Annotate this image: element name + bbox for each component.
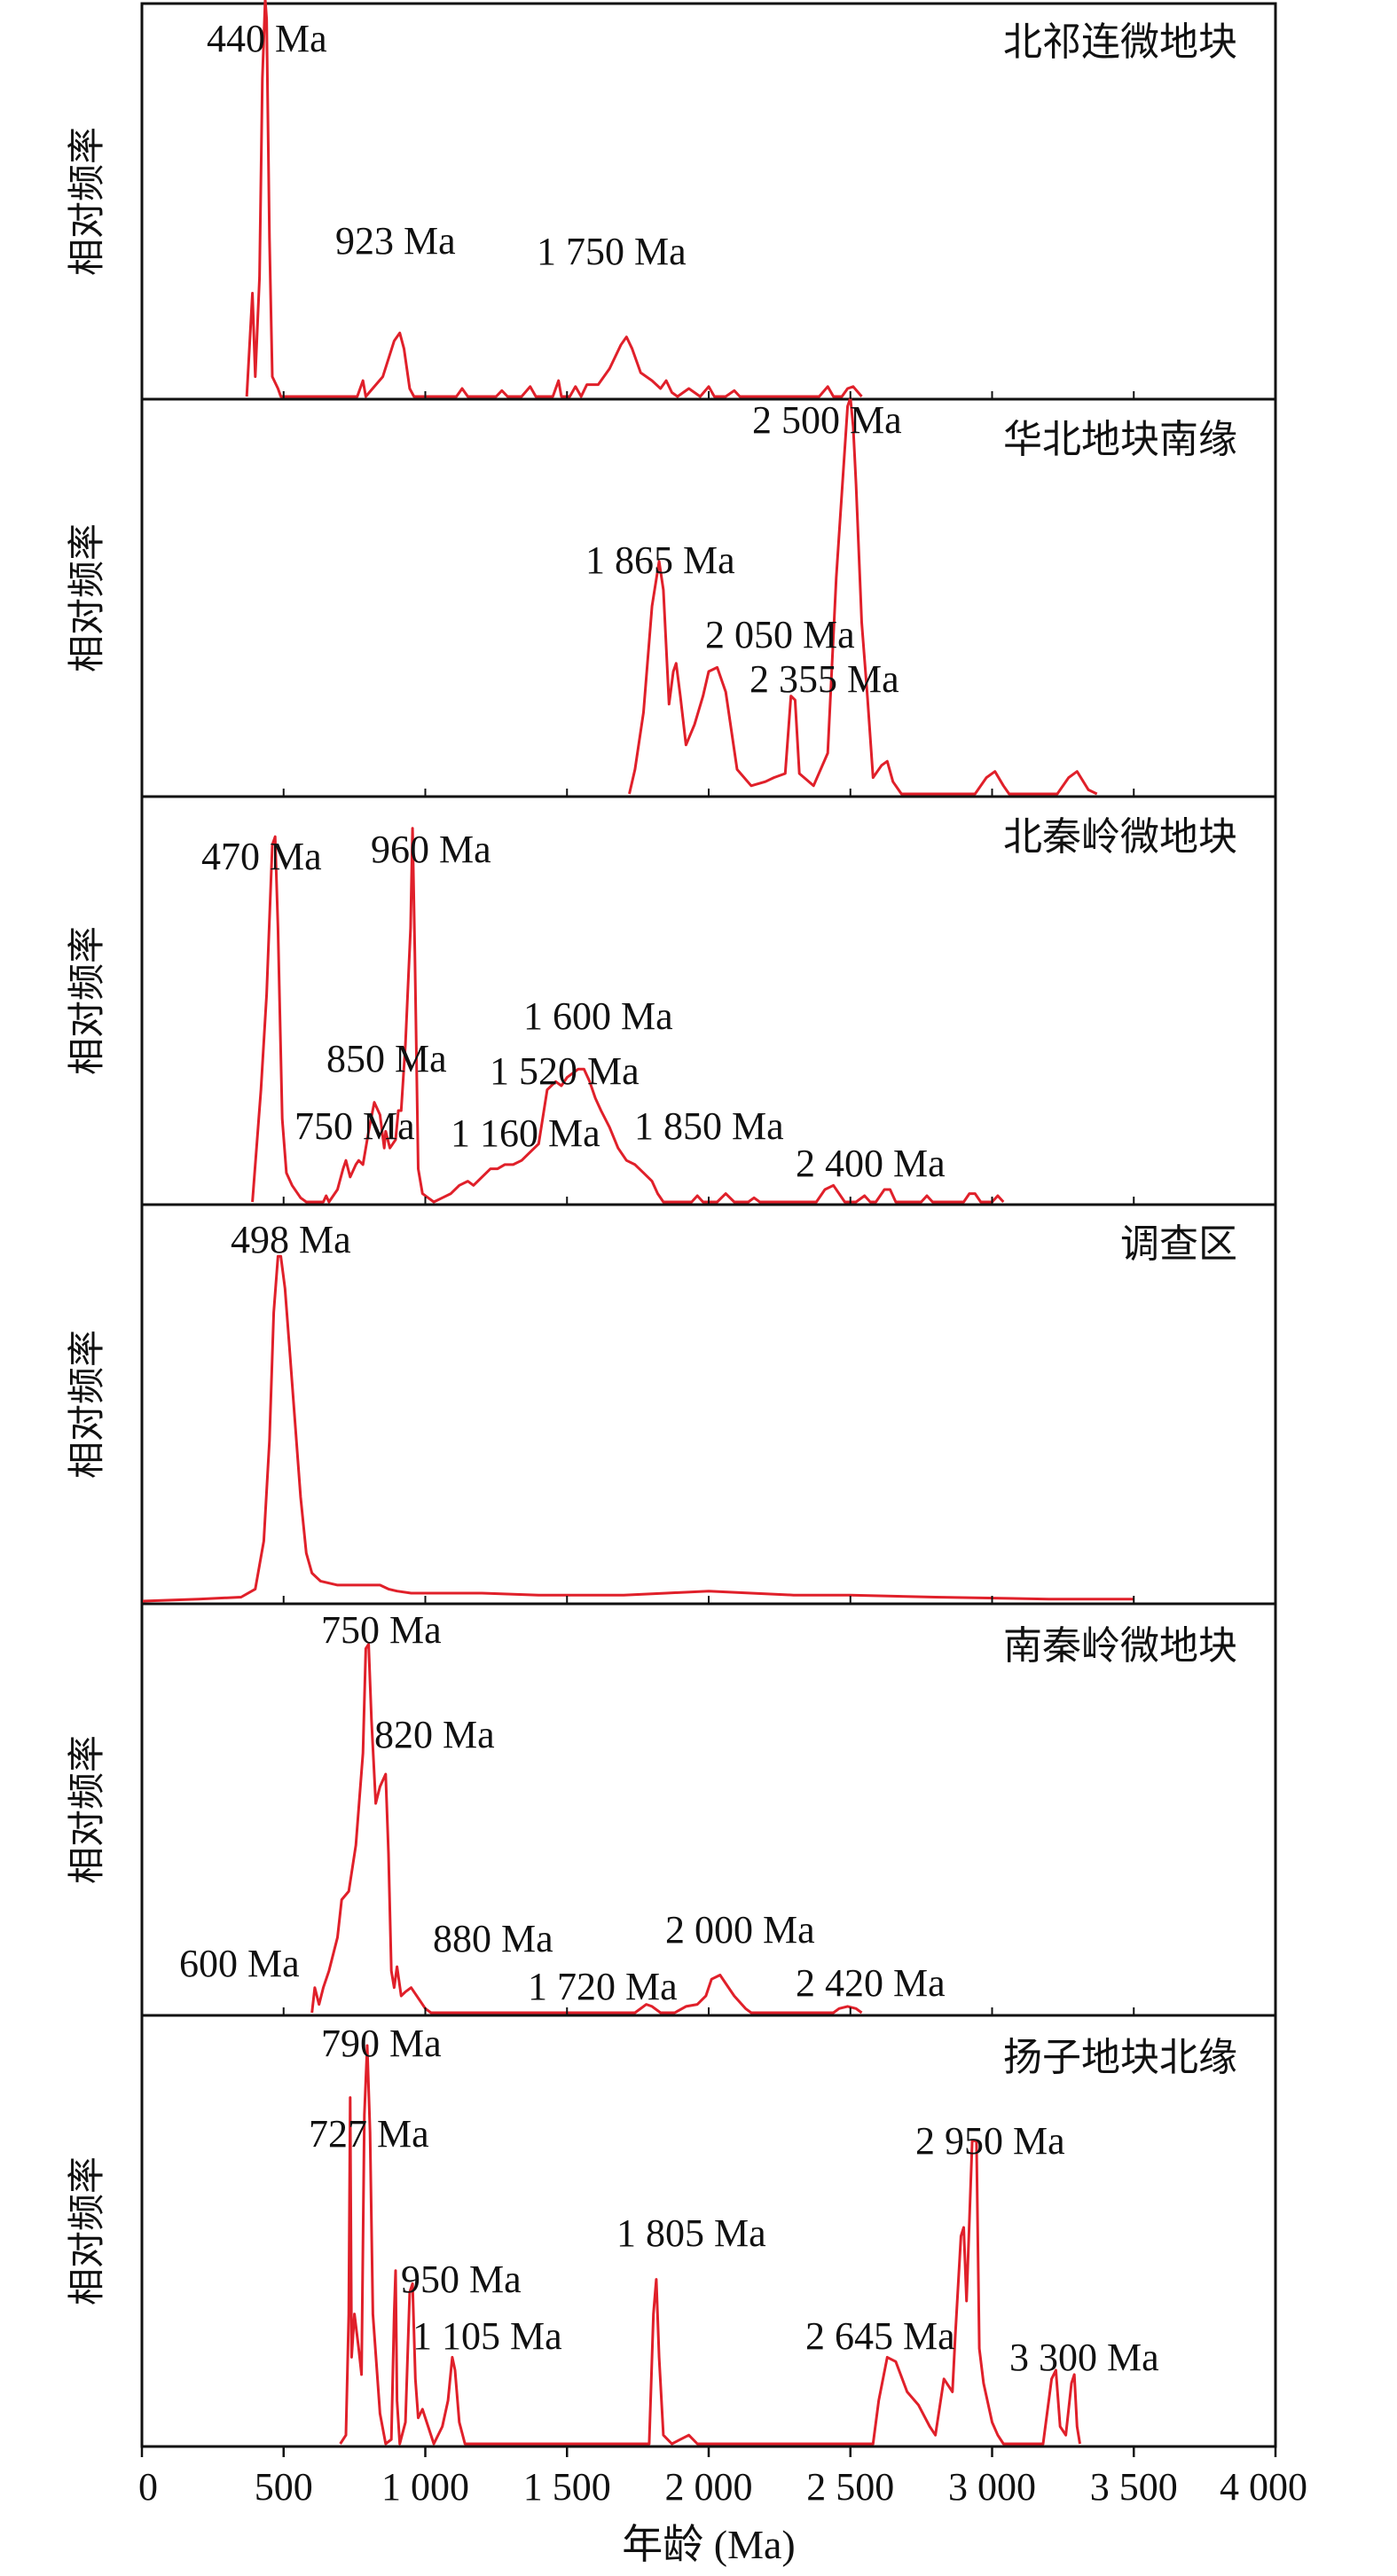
peak-label-600: 600 Ma	[179, 1942, 300, 1985]
x-tick-label: 3 000	[948, 2465, 1036, 2509]
peak-label-850: 850 Ma	[326, 1037, 447, 1080]
peak-label-2420: 2 420 Ma	[796, 1961, 946, 2005]
peak-label-923: 923 Ma	[335, 219, 456, 263]
series-line	[141, 1254, 1134, 1603]
y-axis-label: 相对频率	[67, 127, 108, 276]
panel-title: 南秦岭微地块	[1003, 1624, 1237, 1668]
x-tick-label: 1 000	[381, 2465, 469, 2509]
peak-label-3300: 3 300 Ma	[1009, 2336, 1159, 2379]
y-axis-label: 相对频率	[67, 1330, 108, 1479]
peak-label-498: 498 Ma	[231, 1218, 351, 1261]
panel-north-qinling: 北秦岭微地块 相对频率 470 Ma 960 Ma 850 Ma 750 Ma …	[67, 795, 1277, 1206]
peak-label-1850: 1 850 Ma	[634, 1104, 784, 1148]
panel-title: 北祁连微地块	[1003, 20, 1237, 64]
y-axis-label: 相对频率	[67, 523, 108, 672]
peak-label-950: 950 Ma	[401, 2258, 522, 2301]
series-line	[310, 1643, 863, 2014]
peak-label-750: 750 Ma	[321, 1608, 442, 1652]
peak-label-820: 820 Ma	[374, 1713, 495, 1756]
panel-title: 调查区	[1120, 1222, 1237, 1266]
panel-north-china-south-margin: 华北地块南缘 相对频率 1 865 Ma 2 050 Ma 2 355 Ma 2…	[67, 397, 1277, 798]
panel-yangtze-north-margin: 扬子地块北缘 相对频率 790 Ma 727 Ma 950 Ma 1 105 M…	[67, 2014, 1277, 2448]
peak-label-750: 750 Ma	[294, 1104, 415, 1148]
series-line	[245, 0, 863, 398]
x-tick-label: 500	[255, 2465, 313, 2509]
peak-label-880: 880 Ma	[433, 1917, 553, 1960]
x-axis: 0 500 1 000 1 500 2 000 2 500 3 000 3 500 4 000	[138, 391, 1307, 2509]
panel-title: 北秦岭微地块	[1003, 815, 1237, 859]
peak-label-2000: 2 000 Ma	[665, 1908, 815, 1952]
peak-label-470: 470 Ma	[201, 835, 322, 878]
peak-label-1805: 1 805 Ma	[616, 2211, 766, 2255]
series-line	[628, 397, 1098, 796]
panel-south-qinling: 南秦岭微地块 相对频率 750 Ma 820 Ma 600 Ma 880 Ma …	[67, 1602, 1277, 2017]
x-axis-label: 年龄 (Ma)	[622, 2522, 795, 2567]
peak-label-1750: 1 750 Ma	[537, 230, 687, 273]
x-tick-label: 0	[138, 2465, 158, 2509]
peak-label-2400: 2 400 Ma	[796, 1142, 946, 1185]
x-tick-label: 2 000	[665, 2465, 753, 2509]
y-axis-label: 相对频率	[67, 2156, 108, 2305]
peak-label-1600: 1 600 Ma	[523, 994, 673, 1038]
panel-title: 华北地块南缘	[1003, 418, 1237, 461]
peak-label-2645: 2 645 Ma	[805, 2314, 955, 2358]
series-line	[339, 2044, 1081, 2446]
peak-label-2355: 2 355 Ma	[750, 657, 899, 701]
y-axis-label: 相对频率	[67, 926, 108, 1075]
peak-label-790: 790 Ma	[321, 2022, 442, 2065]
peak-label-440: 440 Ma	[207, 17, 327, 60]
x-tick-label: 2 500	[806, 2465, 894, 2509]
peak-label-1720: 1 720 Ma	[528, 1965, 678, 2008]
peak-label-2950: 2 950 Ma	[915, 2119, 1065, 2163]
peak-label-960: 960 Ma	[371, 828, 491, 871]
x-tick-label: 4 000	[1220, 2465, 1307, 2509]
peak-label-1520: 1 520 Ma	[490, 1049, 640, 1093]
x-tick-label: 1 500	[523, 2465, 611, 2509]
panel-survey-area: 调查区 相对频率 498 Ma	[67, 1203, 1277, 1606]
panel-north-qilian: 北祁连微地块 相对频率 440 Ma 923 Ma 1 750 Ma	[67, 0, 1277, 401]
y-axis-label: 相对频率	[67, 1735, 108, 1884]
peak-label-2050: 2 050 Ma	[705, 613, 855, 656]
peak-label-1160: 1 160 Ma	[451, 1111, 600, 1155]
peak-label-1105: 1 105 Ma	[412, 2314, 562, 2358]
x-tick-label: 3 500	[1090, 2465, 1178, 2509]
peak-label-2500: 2 500 Ma	[752, 398, 902, 442]
panel-title: 扬子地块北缘	[1003, 2036, 1237, 2079]
peak-label-727: 727 Ma	[309, 2112, 429, 2156]
panel-frame	[140, 1203, 1277, 1606]
peak-label-1865: 1 865 Ma	[585, 538, 735, 582]
